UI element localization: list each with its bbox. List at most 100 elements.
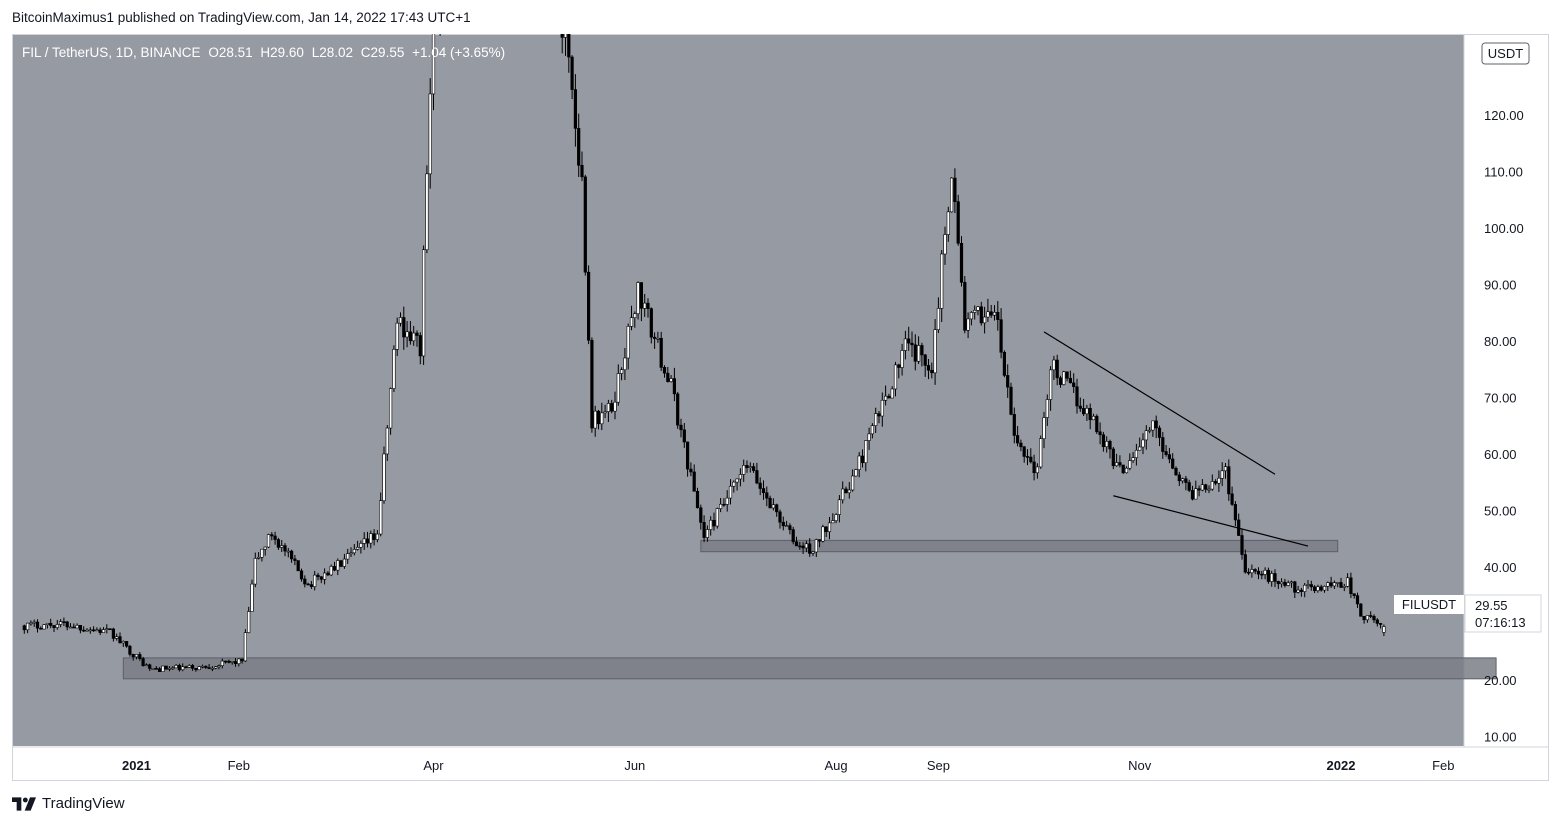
candle [989, 304, 993, 318]
candle [181, 663, 185, 672]
candle [128, 644, 132, 657]
candle [784, 520, 789, 527]
candle [778, 509, 782, 529]
candle [382, 446, 386, 504]
candle [1058, 375, 1063, 388]
candle [1296, 585, 1300, 594]
candle [751, 463, 756, 473]
candle [940, 250, 944, 323]
candle [986, 298, 990, 322]
price-tick-label: 60.00 [1484, 447, 1517, 462]
candle [92, 626, 96, 632]
candle [1157, 425, 1162, 447]
last-price-label: 29.55 [1475, 598, 1508, 613]
candle [283, 543, 287, 557]
candle [1118, 455, 1122, 468]
candle [336, 558, 340, 576]
candle [355, 540, 360, 551]
candle [1336, 582, 1340, 588]
close-key: C [360, 45, 371, 60]
candle [111, 627, 115, 642]
price-chart[interactable]: 130.00120.00110.00100.0090.0080.0070.006… [12, 34, 1549, 781]
open-value: 28.51 [218, 45, 253, 60]
candle [603, 404, 607, 419]
candle [375, 529, 380, 543]
candle [692, 464, 696, 492]
candle [1273, 569, 1277, 588]
time-axis[interactable]: 2021 Feb Apr Jun Aug Sep Nov 2022 Feb [122, 758, 1454, 773]
candle [1253, 568, 1257, 575]
candle [1286, 580, 1290, 587]
candle [191, 663, 195, 671]
candle [349, 547, 353, 558]
footer-branding[interactable]: TradingView [12, 795, 125, 812]
candle [1131, 452, 1135, 464]
candle [141, 656, 145, 667]
candle [369, 530, 373, 549]
change-value: +1.04 (+3.65%) [412, 45, 506, 60]
candle [237, 658, 241, 667]
candle [1240, 528, 1244, 560]
candle [1068, 370, 1072, 384]
candle [78, 625, 82, 634]
candle [982, 306, 987, 334]
candle [817, 539, 822, 548]
candle [979, 301, 983, 326]
currency-badge[interactable]: USDT [1481, 42, 1530, 65]
candle [900, 343, 904, 376]
candle [1164, 445, 1168, 457]
candle [1045, 394, 1049, 426]
time-tick-label: Feb [1432, 758, 1454, 773]
candle [273, 531, 277, 545]
candle [999, 308, 1003, 359]
candle [187, 664, 191, 668]
candle [270, 532, 274, 541]
candle [1022, 445, 1026, 463]
candle [405, 321, 409, 348]
candle [916, 336, 921, 364]
candle [1276, 580, 1280, 590]
candle [372, 529, 376, 546]
symbol-tag-label: FILUSDT [1402, 597, 1456, 612]
candle [131, 653, 135, 661]
candle [887, 393, 891, 399]
candle [1078, 397, 1082, 412]
candle [854, 468, 858, 477]
candle [415, 330, 419, 347]
price-scale[interactable]: 130.00120.00110.00100.0090.0080.0070.006… [1484, 52, 1524, 745]
candle [379, 492, 383, 537]
candle [811, 550, 815, 557]
candle [1025, 449, 1030, 466]
candle [1062, 370, 1066, 386]
candle [134, 654, 139, 660]
candle [801, 542, 805, 555]
candle [313, 570, 317, 591]
candle [55, 619, 59, 630]
candle [408, 321, 413, 345]
candle [1174, 466, 1178, 476]
candle [560, 34, 564, 54]
candle [765, 486, 769, 507]
candle [880, 392, 884, 427]
candle [662, 365, 667, 378]
candle [946, 206, 950, 242]
candle [910, 331, 914, 357]
candle [610, 399, 614, 414]
candle [1181, 477, 1185, 484]
candle [95, 627, 99, 632]
candle [1214, 479, 1218, 486]
candle [1349, 572, 1353, 599]
candle [827, 517, 832, 540]
candle [115, 633, 119, 641]
candle [1032, 454, 1036, 481]
candle [1121, 464, 1125, 475]
candle [573, 74, 577, 147]
candle [289, 549, 294, 563]
candle [154, 666, 158, 670]
candle [953, 168, 957, 214]
candle [685, 441, 690, 477]
candle [824, 526, 828, 538]
candle [1233, 501, 1237, 527]
candle [62, 617, 66, 626]
time-tick-label: 2022 [1327, 758, 1356, 773]
